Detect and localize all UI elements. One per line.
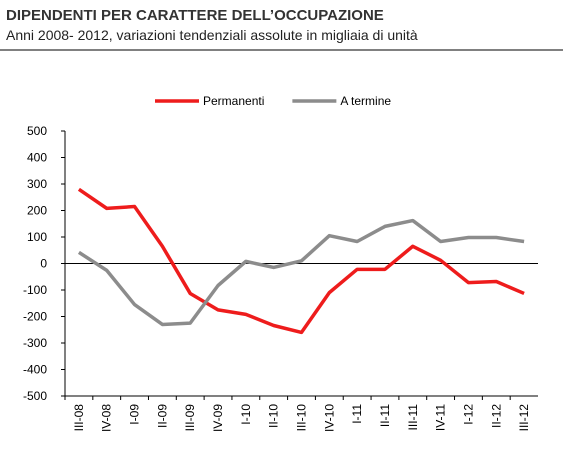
- x-tick-label: I-11: [350, 404, 364, 424]
- legend-label: A termine: [340, 94, 391, 108]
- series-line: [77, 187, 525, 335]
- chart-title: DIPENDENTI PER CARATTERE DELL’OCCUPAZION…: [6, 7, 384, 24]
- y-tick-label: 400: [27, 151, 47, 165]
- y-tick-label: 200: [27, 204, 47, 218]
- x-tick-label: IV-11: [434, 404, 448, 431]
- x-tick-label: II-09: [155, 404, 169, 428]
- y-tick-label: 300: [27, 177, 47, 191]
- x-tick-label: II-11: [378, 404, 392, 427]
- x-tick-label: IV-10: [322, 404, 336, 432]
- x-tick-label: IV-09: [211, 404, 225, 432]
- x-tick-label: III-08: [72, 404, 86, 432]
- y-tick-label: 0: [40, 257, 47, 271]
- x-tick-label: II-12: [489, 404, 503, 428]
- y-tick-label: -300: [23, 336, 47, 350]
- x-tick-label: III-10: [295, 404, 309, 432]
- y-tick-label: -100: [23, 283, 47, 297]
- legend-label: Permanenti: [203, 94, 264, 108]
- x-tick-label: II-10: [267, 404, 281, 428]
- y-tick-label: -400: [23, 363, 47, 377]
- x-tick-label: III-09: [183, 404, 197, 432]
- x-tick-label: III-11: [406, 404, 420, 431]
- y-tick-label: 100: [27, 230, 47, 244]
- y-tick-label: -500: [23, 389, 47, 403]
- series-line: [77, 218, 525, 327]
- x-tick-label: I-10: [239, 404, 253, 425]
- x-tick-label: III-12: [517, 404, 531, 432]
- chart-subtitle: Anni 2008- 2012, variazioni tendenziali …: [6, 27, 418, 43]
- x-tick-label: IV-08: [100, 404, 114, 432]
- y-tick-label: -200: [23, 310, 47, 324]
- x-tick-label: I-09: [128, 404, 142, 425]
- y-tick-label: 500: [27, 124, 47, 138]
- x-tick-label: I-12: [461, 404, 475, 425]
